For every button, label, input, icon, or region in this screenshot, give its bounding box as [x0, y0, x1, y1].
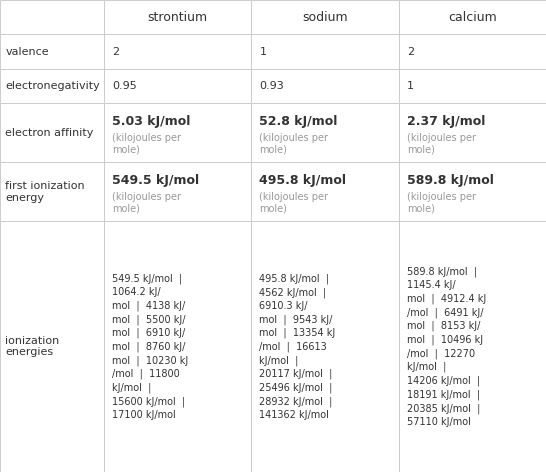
Bar	[0, 69, 104, 103]
Bar	[0, 103, 104, 162]
Bar	[399, 69, 546, 103]
Bar	[0, 162, 104, 221]
Text: 549.5 kJ/mol  |
1064.2 kJ/
mol  |  4138 kJ/
mol  |  5500 kJ/
mol  |  6910 kJ/
mo: 549.5 kJ/mol | 1064.2 kJ/ mol | 4138 kJ/…	[112, 273, 188, 420]
Text: ionization
energies: ionization energies	[5, 336, 60, 357]
Bar	[104, 0, 251, 34]
Text: 0.93: 0.93	[259, 81, 284, 91]
Bar	[399, 103, 546, 162]
Text: 2: 2	[407, 47, 414, 57]
Text: 1: 1	[259, 47, 266, 57]
Text: valence: valence	[5, 47, 49, 57]
Bar	[399, 221, 546, 472]
Text: electronegativity: electronegativity	[5, 81, 100, 91]
Text: (kilojoules per
mole): (kilojoules per mole)	[112, 133, 181, 154]
Bar	[0, 221, 104, 472]
Bar	[251, 0, 399, 34]
Text: (kilojoules per
mole): (kilojoules per mole)	[112, 192, 181, 213]
Bar	[251, 34, 399, 69]
Text: (kilojoules per
mole): (kilojoules per mole)	[259, 192, 328, 213]
Bar	[251, 69, 399, 103]
Bar	[104, 221, 251, 472]
Text: 549.5 kJ/mol: 549.5 kJ/mol	[112, 174, 199, 186]
Bar	[251, 103, 399, 162]
Text: 2: 2	[112, 47, 119, 57]
Bar	[104, 34, 251, 69]
Text: 495.8 kJ/mol: 495.8 kJ/mol	[259, 174, 346, 186]
Text: 52.8 kJ/mol: 52.8 kJ/mol	[259, 115, 338, 127]
Text: sodium: sodium	[302, 11, 348, 24]
Text: (kilojoules per
mole): (kilojoules per mole)	[407, 133, 476, 154]
Bar	[399, 0, 546, 34]
Text: (kilojoules per
mole): (kilojoules per mole)	[259, 133, 328, 154]
Bar	[399, 34, 546, 69]
Text: 495.8 kJ/mol  |
4562 kJ/mol  |
6910.3 kJ/
mol  |  9543 kJ/
mol  |  13354 kJ
/mol: 495.8 kJ/mol | 4562 kJ/mol | 6910.3 kJ/ …	[259, 273, 336, 420]
Text: 2.37 kJ/mol: 2.37 kJ/mol	[407, 115, 485, 127]
Text: electron affinity: electron affinity	[5, 128, 94, 138]
Bar	[0, 34, 104, 69]
Bar	[251, 221, 399, 472]
Text: 1: 1	[407, 81, 414, 91]
Text: 589.8 kJ/mol  |
1145.4 kJ/
mol  |  4912.4 kJ
/mol  |  6491 kJ/
mol  |  8153 kJ/
: 589.8 kJ/mol | 1145.4 kJ/ mol | 4912.4 k…	[407, 267, 486, 427]
Bar	[104, 69, 251, 103]
Text: strontium: strontium	[147, 11, 207, 24]
Text: 589.8 kJ/mol: 589.8 kJ/mol	[407, 174, 494, 186]
Bar	[104, 162, 251, 221]
Bar	[399, 162, 546, 221]
Bar	[251, 162, 399, 221]
Text: first ionization
energy: first ionization energy	[5, 181, 85, 202]
Text: 5.03 kJ/mol: 5.03 kJ/mol	[112, 115, 191, 127]
Bar	[104, 103, 251, 162]
Text: calcium: calcium	[448, 11, 497, 24]
Text: 0.95: 0.95	[112, 81, 136, 91]
Text: (kilojoules per
mole): (kilojoules per mole)	[407, 192, 476, 213]
Bar	[0, 0, 104, 34]
